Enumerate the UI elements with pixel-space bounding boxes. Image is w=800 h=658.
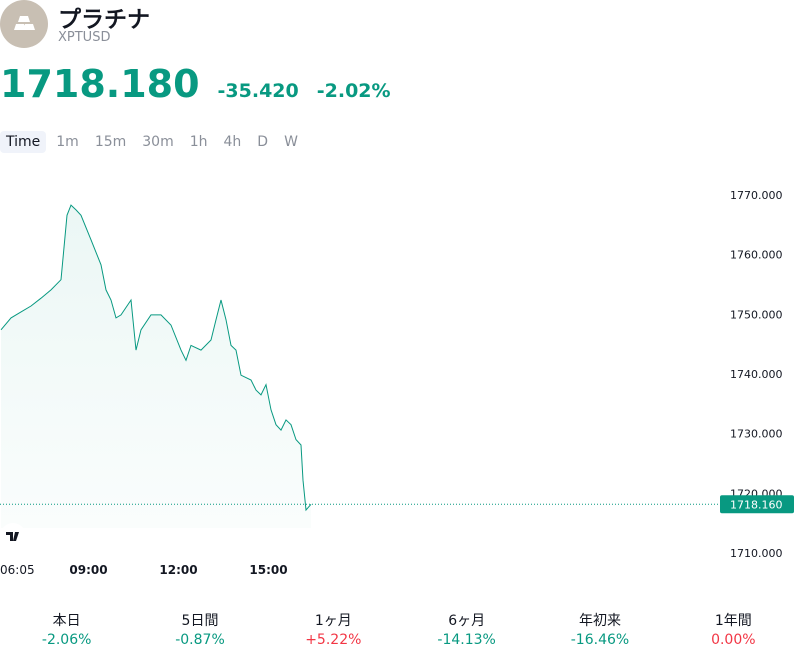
last-price-badge	[720, 495, 794, 514]
change-percent: -2.02%	[316, 80, 391, 102]
price-row: 1718.180 -35.420 -2.02%	[0, 62, 391, 106]
y-tick-label: 1710.000	[730, 547, 783, 560]
interval-button[interactable]: Time	[0, 131, 47, 153]
period-item[interactable]: 5日間 -0.87%	[133, 610, 266, 648]
interval-button[interactable]: 15m	[94, 134, 127, 150]
y-tick-label: 1760.000	[730, 249, 783, 262]
y-tick-label: 1750.000	[730, 308, 783, 321]
interval-button[interactable]: 1h	[189, 134, 208, 150]
period-value: -14.13%	[437, 632, 496, 648]
period-value: 0.00%	[711, 632, 756, 648]
period-item[interactable]: 本日 -2.06%	[0, 610, 133, 648]
period-label: 年初来	[578, 613, 621, 629]
period-label: 5日間	[181, 613, 219, 629]
period-performance: 本日 -2.06% 5日間 -0.87% 1ヶ月 +5.22% 6ヶ月 -14.13% 年初来 -…	[0, 610, 800, 648]
y-tick-label: 1770.000	[730, 189, 783, 202]
x-tick-label: 12:00	[159, 563, 197, 577]
price: 1718.180	[0, 62, 200, 106]
y-tick-label: 1740.000	[730, 368, 783, 381]
period-item[interactable]: 年初来 -16.46%	[533, 610, 666, 648]
period-value: +5.22%	[305, 632, 362, 648]
x-tick-label: 09:00	[69, 563, 107, 577]
period-value: -2.06%	[41, 632, 92, 648]
interval-button[interactable]: D	[257, 134, 269, 150]
period-label: 本日	[52, 613, 81, 629]
interval-button[interactable]: 4h	[223, 134, 242, 150]
symbol-logo	[0, 0, 48, 48]
interval-button[interactable]: 1m	[56, 134, 79, 150]
period-label: 6ヶ月	[448, 613, 486, 629]
price-line	[0, 204, 312, 512]
period-item[interactable]: 6ヶ月 -14.13%	[400, 610, 533, 648]
interval-bar: Time 1m 15m 30m 1h 4h D W	[0, 131, 304, 153]
symbol: XPTUSD	[58, 30, 111, 45]
brand-badge[interactable]	[0, 523, 26, 549]
period-value: -16.46%	[570, 632, 630, 648]
period-item[interactable]: 1ヶ月 +5.22%	[267, 610, 400, 648]
period-label: 1ヶ月	[314, 613, 352, 629]
x-tick-label: 06:05	[0, 563, 35, 577]
title: プラチナ	[58, 7, 150, 33]
period-label: 1年間	[714, 613, 752, 629]
y-tick-label: 1730.000	[730, 428, 783, 441]
logo-icon	[14, 16, 35, 30]
change: -35.420	[217, 80, 299, 102]
x-tick-label: 15:00	[249, 563, 287, 577]
period-item[interactable]: 1年間 0.00%	[667, 610, 800, 648]
interval-button[interactable]: 30m	[142, 134, 174, 150]
chart: 1710.0001720.0001730.0001740.0001750.000…	[0, 189, 794, 577]
brand-icon	[6, 532, 19, 541]
interval-button[interactable]: W	[284, 134, 298, 150]
area-fill	[1, 205, 311, 528]
period-value: -0.87%	[175, 632, 225, 648]
last-price-label: 1718.160	[730, 498, 783, 511]
